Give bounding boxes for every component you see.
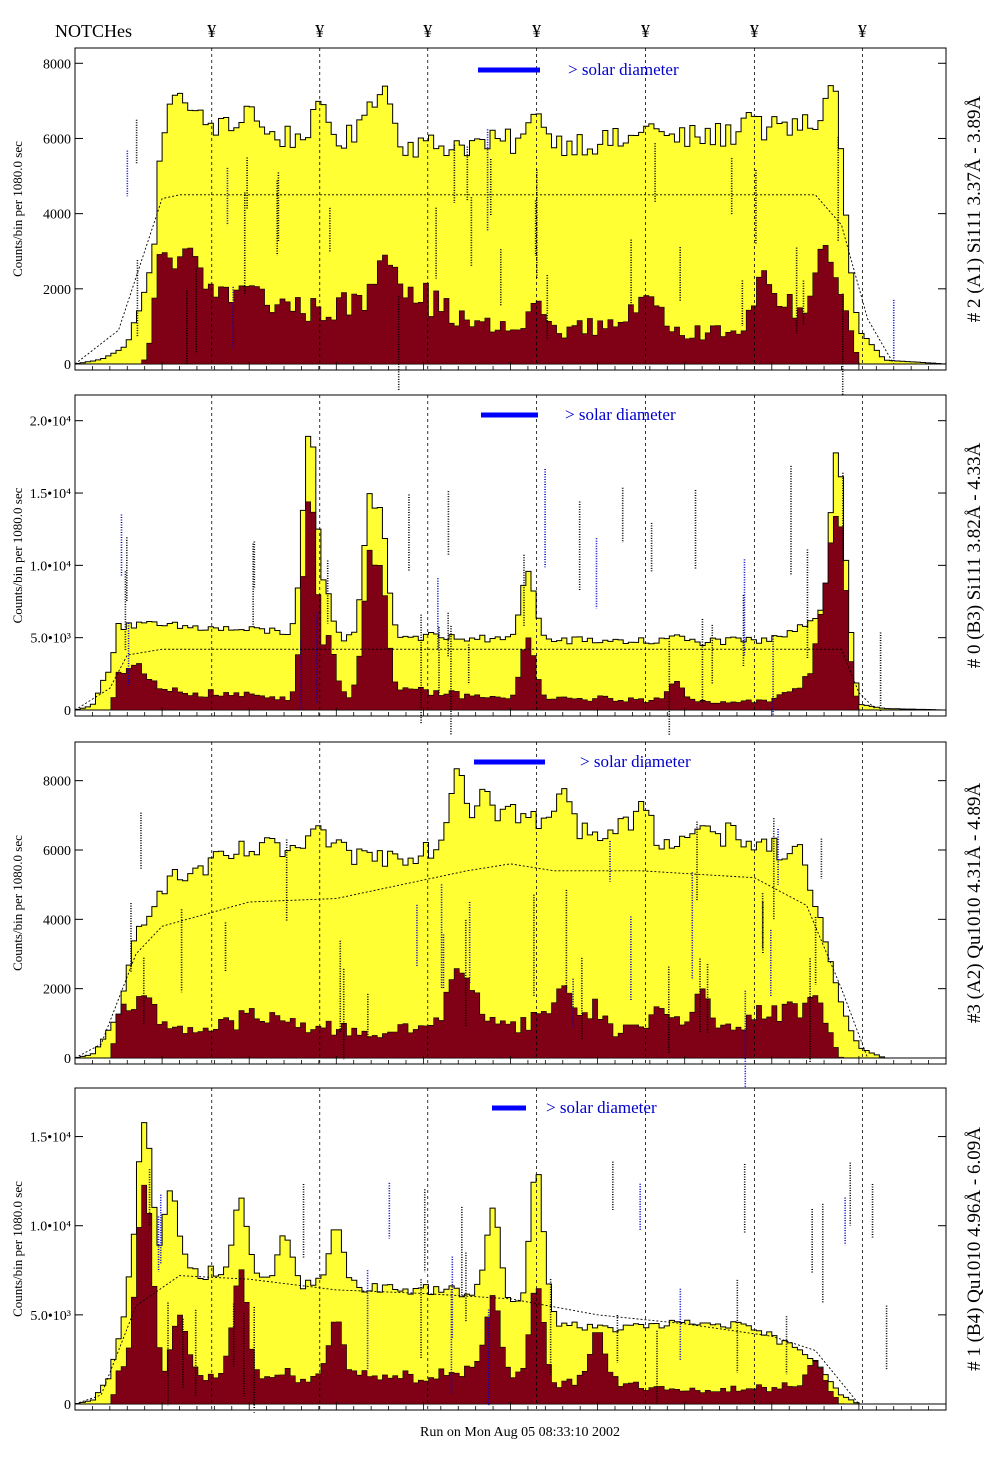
- panel-label: # 0 (B3) Si111 3.82Å - 4.33Å: [964, 442, 985, 668]
- y-axis-label: Counts/bin per 1080.0 sec: [10, 1181, 25, 1317]
- model-curve: [74, 1275, 946, 1405]
- model-curve: [74, 194, 946, 365]
- line-annotations: [148, 1161, 888, 1413]
- panel-label: # 2 (A1) Si111 3.37Å - 3.89Å: [964, 95, 985, 322]
- panel-2-si111-b3: 0 5.0•10³ 1.0•10⁴ 1.5•10⁴ 2.0•10⁴ Counts/bin …: [10, 394, 985, 736]
- panel-label: #3 (A2) Qu1010 4.31Å - 4.89Å: [964, 783, 985, 1023]
- solar-diameter-legend: > solar diameter: [546, 1098, 657, 1117]
- notch-marker-6: ¥: [750, 21, 759, 41]
- y-axis-label: Counts/bin per 1080.0 sec: [10, 835, 25, 971]
- ytick-label: 4000: [43, 913, 71, 928]
- notch-markers: ¥ ¥ ¥ ¥ ¥ ¥ ¥: [207, 21, 867, 41]
- notch-marker-4: ¥: [532, 21, 541, 41]
- solar-diameter-legend: > solar diameter: [568, 60, 679, 79]
- ytick-label: 4000: [43, 208, 71, 223]
- line-annotations: [120, 465, 882, 736]
- panel-4-qu1010-b4: 0 5.0•10³ 1.0•10⁴ 1.5•10⁴ Counts/bin per 108…: [10, 1087, 985, 1413]
- total-counts-histogram: [74, 435, 947, 711]
- ytick-label: 0: [64, 704, 71, 719]
- ytick-label: 2.0•10⁴: [30, 415, 71, 430]
- ytick-label: 0: [64, 358, 71, 373]
- notch-marker-2: ¥: [315, 21, 324, 41]
- panel-label: # 1 (B4) Qu1010 4.96Å - 6.09Å: [964, 1127, 985, 1371]
- notch-marker-5: ¥: [641, 21, 650, 41]
- panel-3-qu1010-a2: 0 2000 4000 6000 8000 Counts/bin per 1080.0 s…: [10, 741, 985, 1091]
- ytick-label: 5.0•10³: [30, 1309, 71, 1324]
- total-counts-histogram: [74, 768, 946, 1059]
- ytick-label: 8000: [43, 775, 71, 790]
- notch-marker-7: ¥: [858, 21, 867, 41]
- run-timestamp-footer: Run on Mon Aug 05 08:33:10 2002: [420, 1425, 620, 1440]
- notch-marker-3: ¥: [423, 21, 432, 41]
- total-counts-histogram: [74, 1122, 946, 1405]
- ytick-label: 1.0•10⁴: [30, 559, 71, 574]
- ytick-label: 1.0•10⁴: [30, 1220, 71, 1235]
- line-annotations: [130, 812, 823, 1091]
- inner-counts-histogram: [75, 968, 946, 1059]
- ytick-label: 0: [64, 1398, 71, 1413]
- ytick-label: 1.5•10⁴: [30, 1131, 71, 1146]
- solar-diameter-legend: > solar diameter: [565, 405, 676, 424]
- y-axis-label: Counts/bin per 1080.0 sec: [10, 487, 25, 623]
- panel-1-si111-a1: 0 2000 4000 6000 8000 Counts/bin per 1080.0 s…: [10, 47, 985, 402]
- ytick-label: 6000: [43, 132, 71, 147]
- inner-counts-histogram: [75, 1184, 946, 1405]
- ytick-label: 2000: [43, 283, 71, 298]
- ytick-label: 1.5•10⁴: [30, 487, 71, 502]
- model-curve: [74, 863, 946, 1059]
- ytick-label: 6000: [43, 844, 71, 859]
- y-axis-label: Counts/bin per 1080.0 sec: [10, 141, 25, 277]
- notches-header-label: NOTCHes: [55, 21, 132, 41]
- inner-counts-histogram: [75, 501, 946, 711]
- inner-counts-histogram: [75, 244, 946, 365]
- total-counts-histogram: [74, 85, 947, 365]
- ytick-label: 5.0•10³: [30, 632, 71, 647]
- ytick-label: 2000: [43, 983, 71, 998]
- line-annotations: [126, 119, 895, 402]
- ytick-label: 8000: [43, 57, 71, 72]
- ytick-label: 0: [64, 1052, 71, 1067]
- notch-marker-1: ¥: [207, 21, 216, 41]
- model-curve: [74, 648, 946, 711]
- solar-diameter-legend: > solar diameter: [580, 752, 691, 771]
